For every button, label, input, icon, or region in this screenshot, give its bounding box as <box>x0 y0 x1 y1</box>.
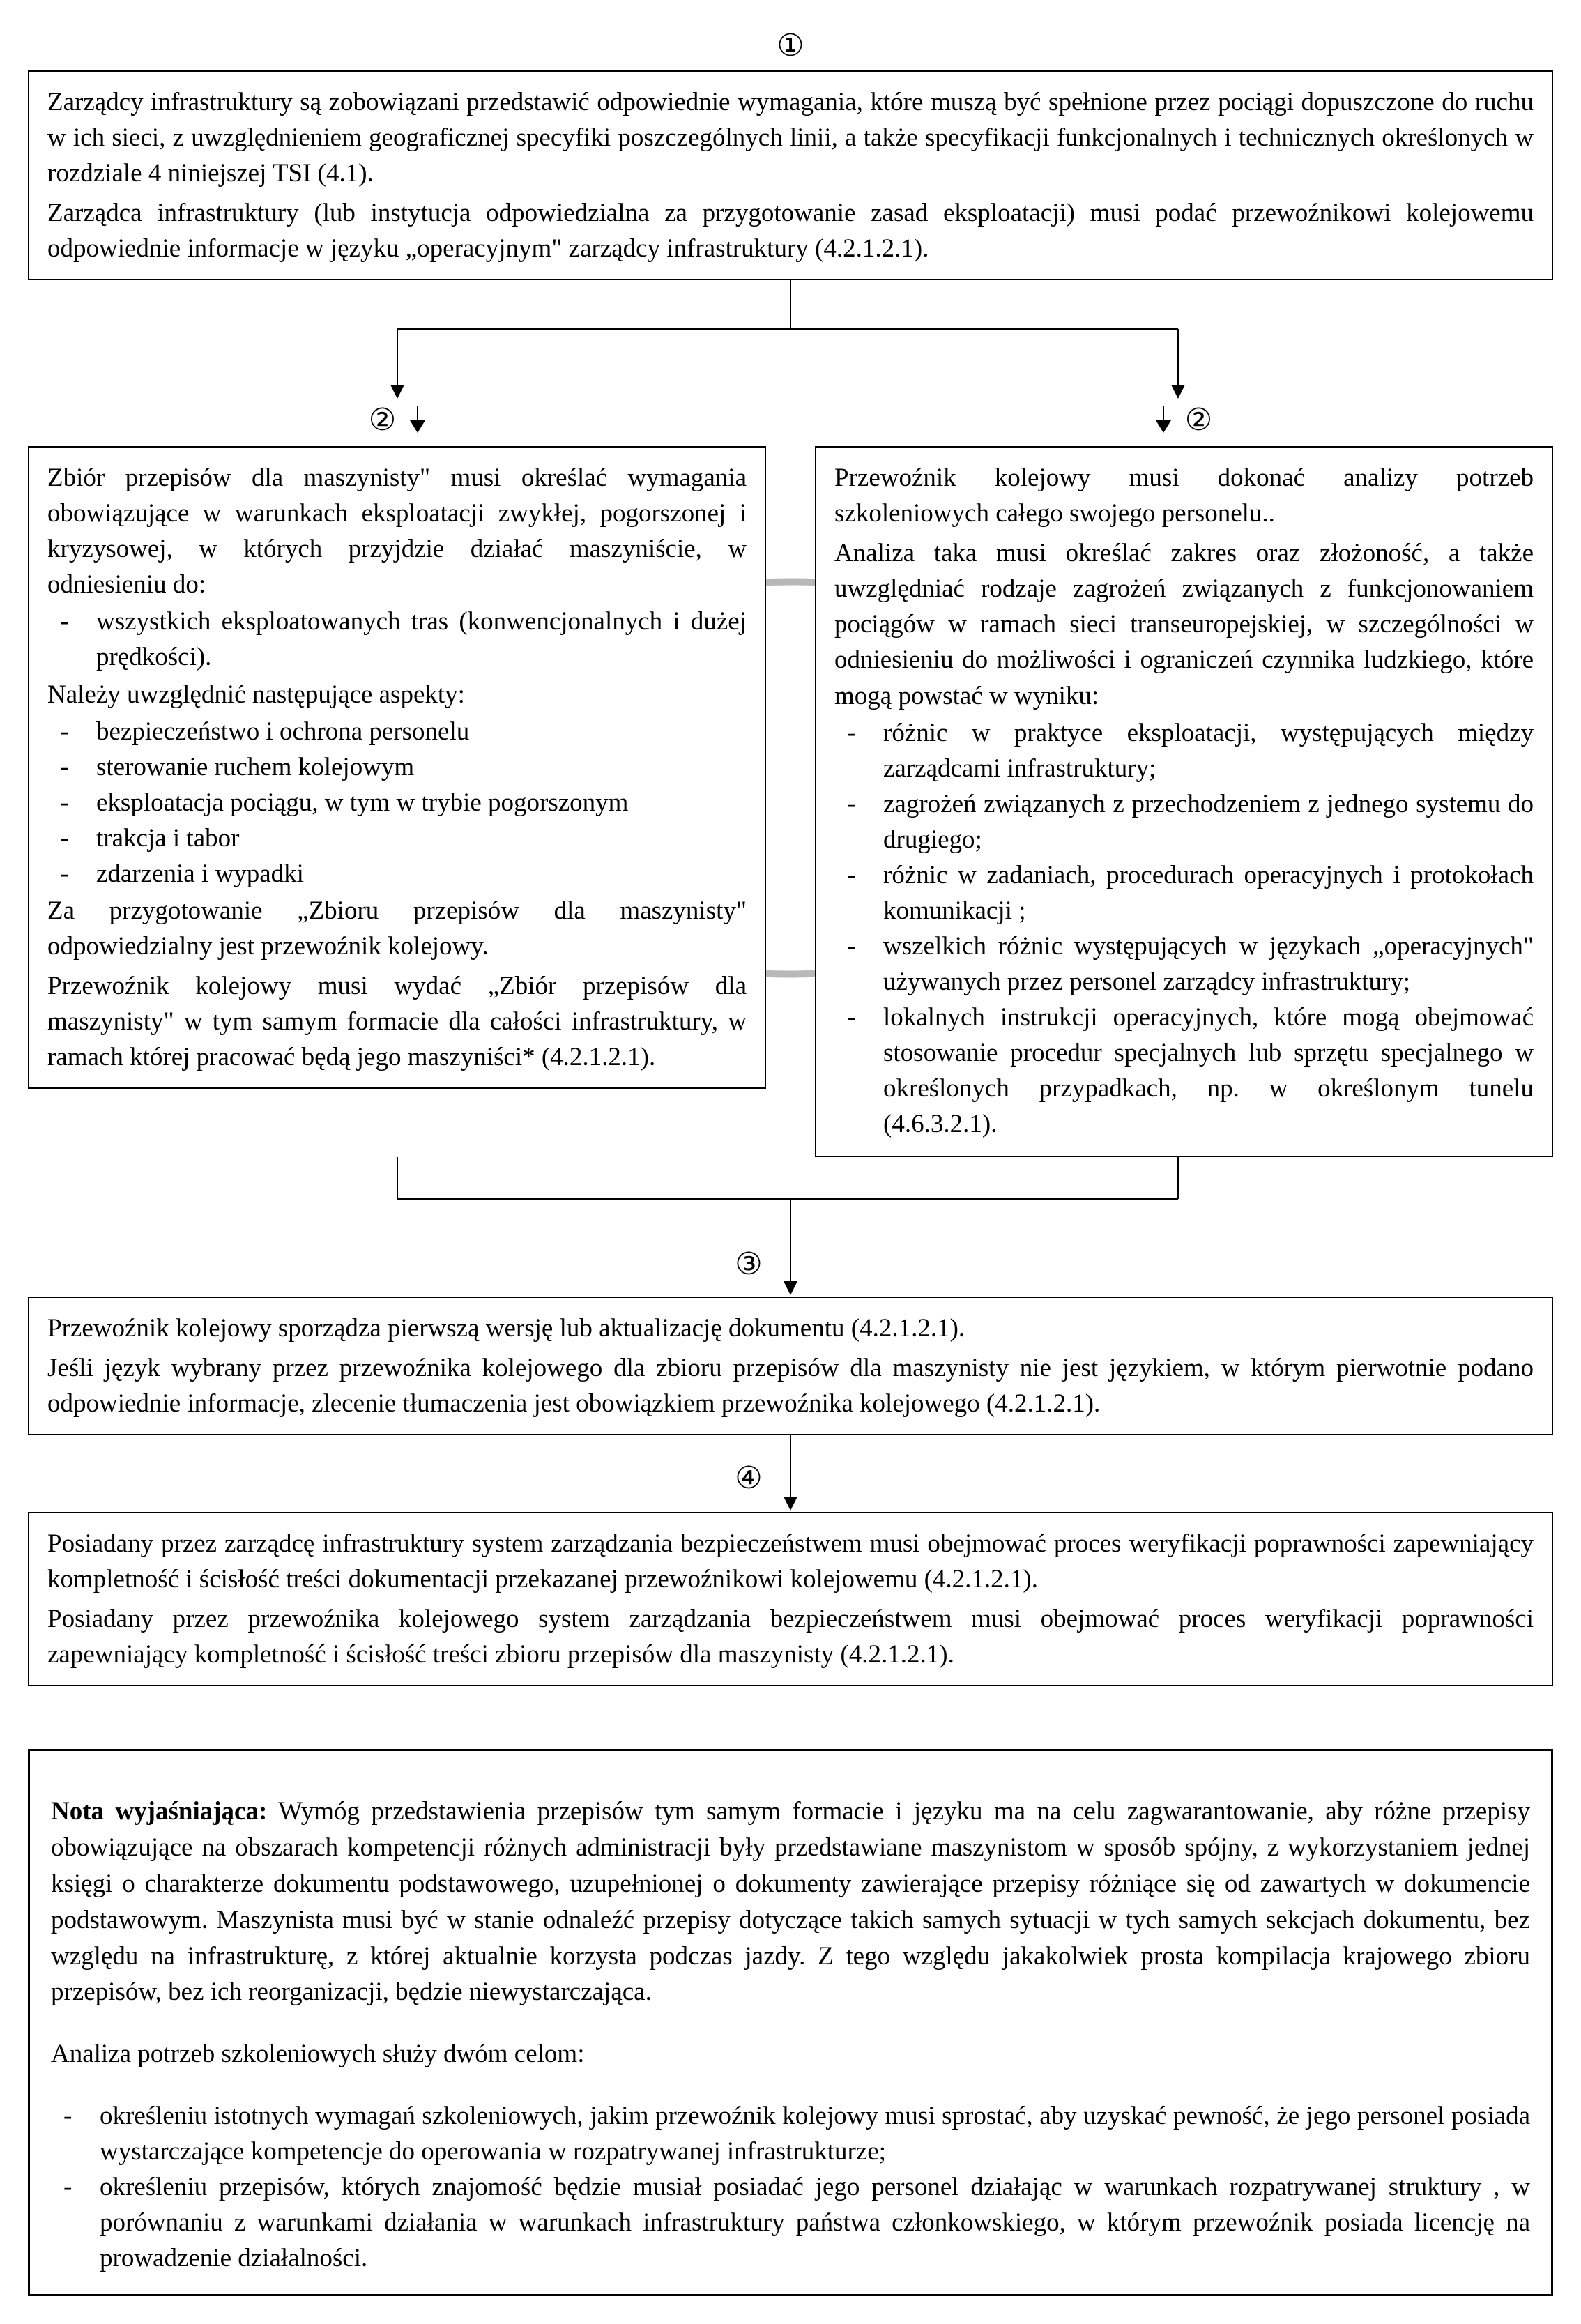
box-1-p2: Zarządca infrastruktury (lub instytucja … <box>47 195 1534 266</box>
box-3-p1: Przewoźnik kolejowy sporządza pierwszą w… <box>47 1310 1534 1346</box>
box-2l-list2: bezpieczeństwo i ochrona personelu stero… <box>47 714 747 892</box>
box-2l-mid: Należy uwzględnić następujące aspekty: <box>47 677 747 712</box>
box-2r-list: różnic w praktyce eksploatacji, występuj… <box>834 715 1534 1142</box>
box-2-right: Przewoźnik kolejowy musi dokonać analizy… <box>815 446 1553 1157</box>
list-item: lokalnych instrukcji operacyjnych, które… <box>883 1000 1534 1142</box>
arrow-down-icon <box>410 406 425 433</box>
step-4-number: ④ <box>731 1460 766 1496</box>
arrow-down-icon <box>1156 406 1171 433</box>
box-2r-intro2: Analiza taka musi określać zakres oraz z… <box>834 535 1534 713</box>
flowchart-page: ① Zarządcy infrastruktury są zobowiązani… <box>28 28 1553 2296</box>
list-item: bezpieczeństwo i ochrona personelu <box>96 714 747 749</box>
list-item: zagrożeń związanych z przechodzeniem z j… <box>883 786 1534 857</box>
box-3-p2: Jeśli język wybrany przez przewoźnika ko… <box>47 1350 1534 1421</box>
box-2l-intro: Zbiór przepisów dla maszynisty" musi okr… <box>47 460 747 602</box>
list-item: wszystkich eksploatowanych tras (konwenc… <box>96 604 747 675</box>
connector-3-to-4: ④ <box>28 1435 1553 1512</box>
box-4-p1: Posiadany przez zarządcę infrastruktury … <box>47 1526 1534 1597</box>
note-p1: Nota wyjaśniająca: Wymóg przedstawienia … <box>51 1794 1530 2010</box>
list-item: różnic w praktyce eksploatacji, występuj… <box>883 715 1534 786</box>
list-item: eksploatacja pociągu, w tym w trybie pog… <box>96 785 747 820</box>
list-item: trakcja i tabor <box>96 820 747 856</box>
list-item: sterowanie ruchem kolejowym <box>96 749 747 785</box>
box-2-left: Zbiór przepisów dla maszynisty" musi okr… <box>28 446 766 1089</box>
box-2l-tail1: Za przygotowanie „Zbioru przepisów dla m… <box>47 893 747 964</box>
step-2-right-number: ② <box>1185 402 1212 438</box>
list-item: określeniu przepisów, których znajomość … <box>100 2169 1530 2276</box>
row-2: ② Zbiór przepisów dla maszynisty" musi o… <box>28 399 1553 1157</box>
step-2-left-number: ② <box>369 402 396 438</box>
step-3-number: ③ <box>731 1246 766 1282</box>
list-item: różnic w zadaniach, procedurach operacyj… <box>883 857 1534 928</box>
box-2l-tail2: Przewoźnik kolejowy musi wydać „Zbiór pr… <box>47 968 747 1075</box>
list-item: określeniu istotnych wymagań szkoleniowy… <box>100 2098 1530 2169</box>
list-item: wszelkich różnic występujących w językac… <box>883 928 1534 1000</box>
box-2l-list1: wszystkich eksploatowanych tras (konwenc… <box>47 604 747 675</box>
note-p2: Analiza potrzeb szkoleniowych służy dwóm… <box>51 2036 1530 2072</box>
connector-2-to-3: ③ <box>28 1157 1553 1297</box>
box-1-p1: Zarządcy infrastruktury są zobowiązani p… <box>47 84 1534 191</box>
box-1: Zarządcy infrastruktury są zobowiązani p… <box>28 70 1553 280</box>
note-lead-bold: Nota wyjaśniająca: <box>51 1797 267 1826</box>
box-4: Posiadany przez zarządcę infrastruktury … <box>28 1512 1553 1686</box>
box-4-p2: Posiadany przez przewoźnika kolejowego s… <box>47 1601 1534 1672</box>
step-1-number: ① <box>28 28 1553 63</box>
list-item: zdarzenia i wypadki <box>96 856 747 892</box>
connector-1-to-2 <box>28 280 1553 399</box>
note-lead-rest: Wymóg przedstawienia przepisów tym samym… <box>51 1797 1530 2006</box>
explanatory-note: Nota wyjaśniająca: Wymóg przedstawienia … <box>28 1749 1553 2296</box>
note-list: określeniu istotnych wymagań szkoleniowy… <box>51 2098 1530 2276</box>
box-2r-intro1: Przewoźnik kolejowy musi dokonać analizy… <box>834 460 1534 531</box>
box-3: Przewoźnik kolejowy sporządza pierwszą w… <box>28 1297 1553 1435</box>
